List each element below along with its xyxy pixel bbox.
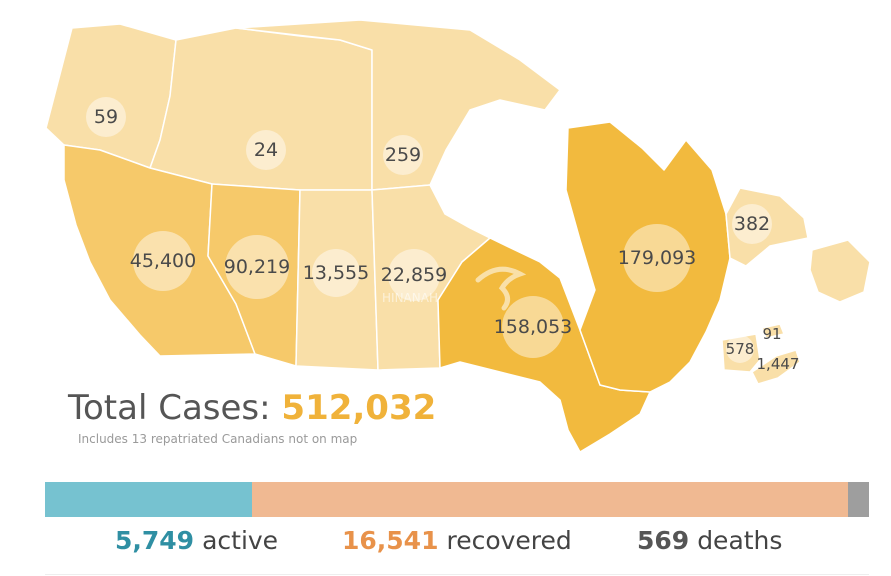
stat-recovered: 16,541 recovered [342,526,572,555]
bubble-alberta [225,235,289,299]
recovered-label: recovered [446,526,572,555]
bubble-british-columbia [133,231,193,291]
bubble-yukon [86,97,126,137]
map-watermark: HINANAH [382,291,438,305]
bottom-divider [45,574,869,575]
deaths-segment [848,482,869,517]
value-new-brunswick: 578 [726,340,755,358]
value-nunavut: 259 [385,144,421,166]
total-cases-label: Total Cases: [68,388,271,428]
bubble-saskatchewan [312,249,360,297]
region-quebec[interactable] [565,121,731,393]
recovered-segment [252,482,849,517]
bubble-nunavut [383,135,423,175]
bubble-northwest-territories [246,130,286,170]
value-ontario: 158,053 [494,316,573,338]
value-nova-scotia: 1,447 [757,355,800,373]
total-cases-note: Includes 13 repatriated Canadians not on… [78,432,358,446]
case-stats: 5,749 active 16,541 recovered 569 deaths [45,526,869,566]
active-segment [45,482,253,517]
stat-active: 5,749 active [115,526,278,555]
bubble-ontario [502,296,564,358]
region-prince-edward-island[interactable] [761,323,785,339]
value-alberta: 90,219 [224,256,290,278]
active-label: active [202,526,279,555]
value-northwest-territories: 24 [254,139,278,161]
region-newfoundland-and-labrador[interactable] [725,187,871,303]
region-nunavut[interactable] [235,19,561,191]
watermark-logo [475,266,527,311]
bubble-new-brunswick [726,335,754,363]
value-yukon: 59 [94,106,118,128]
deaths-count: 569 [637,526,690,555]
total-cases-value: 512,032 [281,388,437,428]
active-count: 5,749 [115,526,195,555]
stat-deaths: 569 deaths [637,526,782,555]
case-status-bar [45,482,869,517]
value-quebec: 179,093 [618,247,697,269]
region-new-brunswick[interactable] [721,333,761,373]
value-manitoba: 22,859 [381,264,447,286]
value-newfoundland-and-labrador: 382 [734,213,770,235]
bubble-manitoba [388,249,440,301]
value-prince-edward-island: 91 [762,325,781,343]
region-nova-scotia[interactable] [751,349,801,385]
bubble-newfoundland-and-labrador [732,204,772,244]
total-cases: Total Cases: 512,032 [68,388,436,428]
value-british-columbia: 45,400 [130,250,196,272]
recovered-count: 16,541 [342,526,439,555]
value-saskatchewan: 13,555 [303,262,369,284]
bubble-quebec [623,224,691,292]
deaths-label: deaths [697,526,783,555]
canada-map: HINANAH 59 24 259 45,400 90,219 13,555 2… [45,19,871,453]
